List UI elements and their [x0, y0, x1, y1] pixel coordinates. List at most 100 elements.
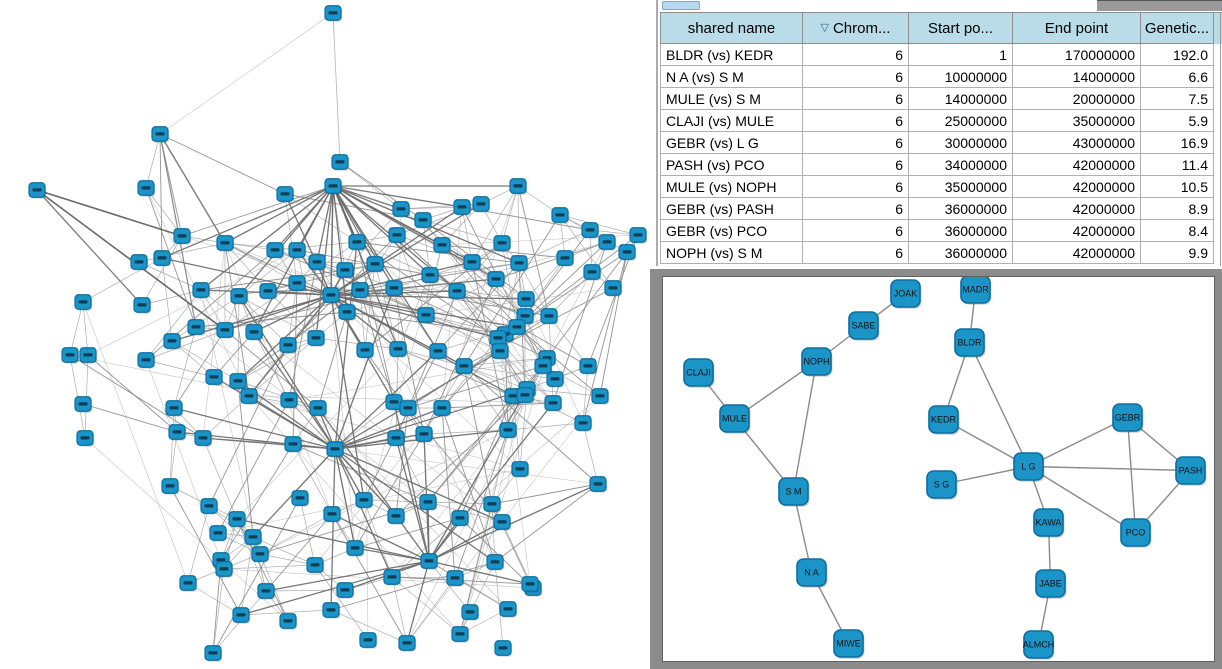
table-row[interactable]: GEBR (vs) PCO 6 36000000 42000000 8.4	[660, 219, 1214, 242]
network-node[interactable]	[230, 288, 249, 305]
node-noph[interactable]: NOPH	[801, 347, 833, 377]
network-node[interactable]	[446, 570, 465, 587]
network-node[interactable]	[338, 304, 357, 321]
network-node[interactable]	[415, 426, 434, 443]
network-node[interactable]	[463, 254, 482, 271]
network-node[interactable]	[366, 256, 385, 273]
network-node[interactable]	[598, 234, 617, 251]
network-node[interactable]	[508, 319, 527, 336]
network-node[interactable]	[331, 154, 350, 171]
network-node[interactable]	[168, 424, 187, 441]
edge-gebr-pco[interactable]	[1126, 417, 1137, 533]
network-node[interactable]	[453, 199, 472, 216]
network-node[interactable]	[28, 182, 47, 199]
network-node[interactable]	[187, 319, 206, 336]
network-node[interactable]	[288, 242, 307, 259]
node-mule[interactable]: MULE	[719, 404, 751, 434]
network-node[interactable]	[499, 422, 518, 439]
network-node[interactable]	[216, 235, 235, 252]
node-bldr[interactable]: BLDR	[954, 328, 986, 358]
network-node[interactable]	[511, 461, 530, 478]
col-header-start-point[interactable]: Start po...	[908, 12, 1013, 44]
table-row[interactable]: N A (vs) S M 6 10000000 14000000 6.6	[660, 65, 1214, 88]
network-node[interactable]	[429, 343, 448, 360]
network-node[interactable]	[215, 561, 234, 578]
network-node[interactable]	[510, 255, 529, 272]
network-node[interactable]	[359, 632, 378, 649]
col-header-end-point[interactable]: End point	[1012, 12, 1141, 44]
network-node[interactable]	[421, 267, 440, 284]
node-s-m[interactable]: S M	[778, 477, 810, 507]
network-node[interactable]	[451, 626, 470, 643]
network-node[interactable]	[173, 228, 192, 245]
network-node[interactable]	[322, 602, 341, 619]
network-node[interactable]	[451, 510, 470, 527]
network-node[interactable]	[323, 506, 342, 523]
network-node[interactable]	[309, 400, 328, 417]
network-node[interactable]	[276, 186, 295, 203]
node-sabe[interactable]: SABE	[848, 311, 880, 341]
network-node[interactable]	[433, 400, 452, 417]
network-node[interactable]	[579, 358, 598, 375]
network-node[interactable]	[398, 635, 417, 652]
network-node[interactable]	[280, 392, 299, 409]
network-node[interactable]	[194, 430, 213, 447]
network-node[interactable]	[266, 242, 285, 259]
node-pco[interactable]: PCO	[1120, 518, 1152, 548]
network-node[interactable]	[591, 388, 610, 405]
network-node[interactable]	[589, 476, 608, 493]
network-node[interactable]	[355, 492, 374, 509]
network-node[interactable]	[163, 333, 182, 350]
network-node[interactable]	[509, 178, 528, 195]
network-node[interactable]	[216, 322, 235, 339]
network-node[interactable]	[356, 342, 375, 359]
network-node[interactable]	[574, 415, 593, 432]
node-miwe[interactable]: MIWE	[833, 629, 865, 659]
network-node[interactable]	[179, 575, 198, 592]
edge-l-g-gebr[interactable]	[1028, 416, 1128, 468]
node-s-g[interactable]: S G	[926, 470, 958, 500]
network-node[interactable]	[257, 583, 276, 600]
table-row[interactable]: GEBR (vs) L G 6 30000000 43000000 16.9	[660, 131, 1214, 154]
network-node[interactable]	[618, 244, 637, 261]
node-l-g[interactable]: L G	[1013, 452, 1045, 482]
network-node[interactable]	[351, 282, 370, 299]
col-header-chromosome[interactable]: ▽ Chrom...	[802, 12, 909, 44]
network-node[interactable]	[414, 212, 433, 229]
col-header-genetic[interactable]: Genetic...	[1140, 12, 1214, 44]
table-row[interactable]: BLDR (vs) KEDR 6 1 170000000 192.0	[660, 43, 1214, 66]
network-node[interactable]	[308, 254, 327, 271]
network-node[interactable]	[472, 196, 491, 213]
network-node[interactable]	[348, 234, 367, 251]
network-node[interactable]	[137, 180, 156, 197]
network-node[interactable]	[336, 262, 355, 279]
network-node[interactable]	[279, 337, 298, 354]
network-node[interactable]	[326, 441, 345, 458]
network-node[interactable]	[433, 237, 452, 254]
horizontal-scrollbar-thumb[interactable]	[662, 1, 700, 10]
network-node[interactable]	[322, 287, 341, 304]
network-node[interactable]	[493, 235, 512, 252]
network-node[interactable]	[200, 498, 219, 515]
network-node[interactable]	[399, 400, 418, 417]
table-row[interactable]: PASH (vs) PCO 6 34000000 42000000 11.4	[660, 153, 1214, 176]
network-node[interactable]	[291, 490, 310, 507]
network-node[interactable]	[385, 280, 404, 297]
network-node[interactable]	[499, 601, 518, 618]
network-node[interactable]	[192, 282, 211, 299]
network-node[interactable]	[516, 387, 535, 404]
network-node[interactable]	[551, 207, 570, 224]
network-node[interactable]	[74, 294, 93, 311]
network-node[interactable]	[420, 553, 439, 570]
network-node[interactable]	[544, 395, 563, 412]
network-node[interactable]	[130, 254, 149, 271]
network-node[interactable]	[419, 494, 438, 511]
network-node[interactable]	[581, 222, 600, 239]
node-n-a[interactable]: N A	[796, 558, 828, 588]
network-node[interactable]	[517, 291, 536, 308]
node-kedr[interactable]: KEDR	[928, 405, 960, 435]
network-node[interactable]	[629, 227, 648, 244]
network-node[interactable]	[604, 280, 623, 297]
network-node[interactable]	[455, 358, 474, 375]
network-node[interactable]	[209, 525, 228, 542]
